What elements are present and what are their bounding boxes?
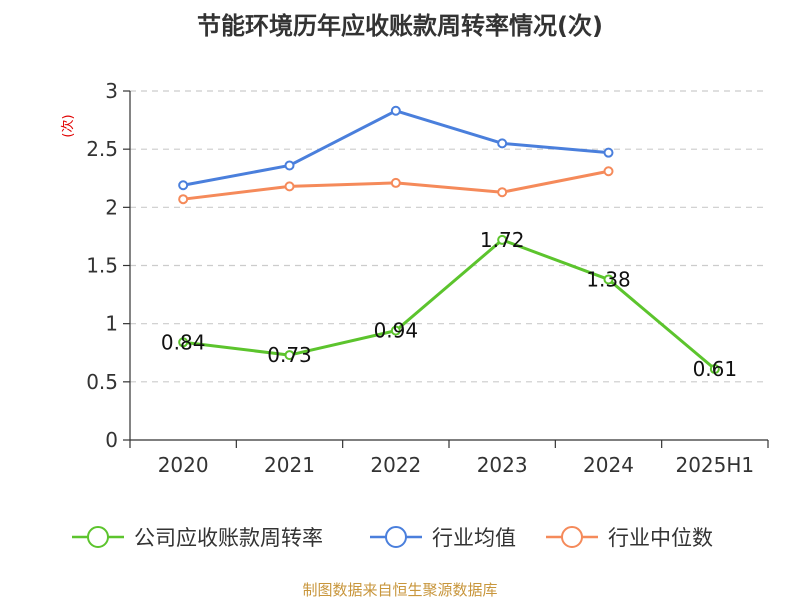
x-tick-label: 2024 bbox=[583, 453, 634, 477]
legend-marker-1 bbox=[385, 526, 407, 548]
x-tick-label: 2025H1 bbox=[675, 453, 754, 477]
series-line-1 bbox=[182, 109, 609, 187]
series-point-0 bbox=[709, 364, 720, 375]
grid-lines bbox=[130, 90, 768, 383]
series-point-0 bbox=[284, 350, 295, 361]
series-point-1 bbox=[603, 147, 614, 158]
data-label: 0.84 bbox=[161, 330, 206, 354]
legend-marker-2 bbox=[561, 526, 583, 548]
series-point-1 bbox=[178, 180, 189, 191]
data-label: 0.61 bbox=[693, 357, 738, 381]
y-tick-label: 2.5 bbox=[86, 137, 118, 161]
series-point-1 bbox=[390, 105, 401, 116]
data-label: 1.38 bbox=[586, 267, 631, 291]
y-tick-label: 3 bbox=[105, 79, 118, 103]
series-lines bbox=[178, 105, 720, 375]
series-point-2 bbox=[390, 177, 401, 188]
series-point-0 bbox=[178, 337, 189, 348]
series-point-2 bbox=[178, 194, 189, 205]
series-point-2 bbox=[284, 181, 295, 192]
axes: 0 0.5 1 1.5 2 2.5 3 2020 2021 2022 2023 2024 2025H1 bbox=[86, 79, 769, 477]
y-axis-unit: (次) bbox=[60, 114, 76, 137]
series-point-1 bbox=[497, 138, 508, 149]
legend-marker-0 bbox=[87, 526, 109, 548]
legend-label-2: 行业中位数 bbox=[608, 526, 713, 550]
y-tick-label: 0 bbox=[105, 428, 118, 452]
y-tick-label: 2 bbox=[105, 195, 118, 219]
x-tick-label: 2022 bbox=[370, 453, 421, 477]
legend-label-1: 行业均值 bbox=[432, 526, 516, 550]
series-point-0 bbox=[603, 274, 614, 285]
data-labels: 0.84 0.73 0.94 1.72 1.38 0.61 bbox=[161, 228, 737, 381]
series-line-0 bbox=[182, 238, 716, 371]
y-tick-label: 1 bbox=[105, 312, 118, 336]
chart-title: 节能环境历年应收账款周转率情况(次) bbox=[197, 12, 603, 40]
series-point-0 bbox=[497, 234, 508, 245]
source-note: 制图数据来自恒生聚源数据库 bbox=[302, 581, 497, 599]
series-point-0 bbox=[390, 325, 401, 336]
y-tick-label: 1.5 bbox=[86, 254, 118, 278]
series-point-2 bbox=[603, 166, 614, 177]
x-tick-label: 2020 bbox=[158, 453, 209, 477]
series-point-1 bbox=[284, 160, 295, 171]
data-label: 0.73 bbox=[267, 343, 312, 367]
data-label: 0.94 bbox=[374, 319, 419, 343]
x-tick-label: 2023 bbox=[477, 453, 528, 477]
data-label: 1.72 bbox=[480, 228, 525, 252]
y-tick-label: 0.5 bbox=[86, 370, 118, 394]
x-tick-label: 2021 bbox=[264, 453, 315, 477]
series-point-2 bbox=[497, 187, 508, 198]
legend-label-0: 公司应收账款周转率 bbox=[134, 526, 323, 550]
legend: 公司应收账款周转率 行业均值 行业中位数 bbox=[72, 526, 713, 550]
